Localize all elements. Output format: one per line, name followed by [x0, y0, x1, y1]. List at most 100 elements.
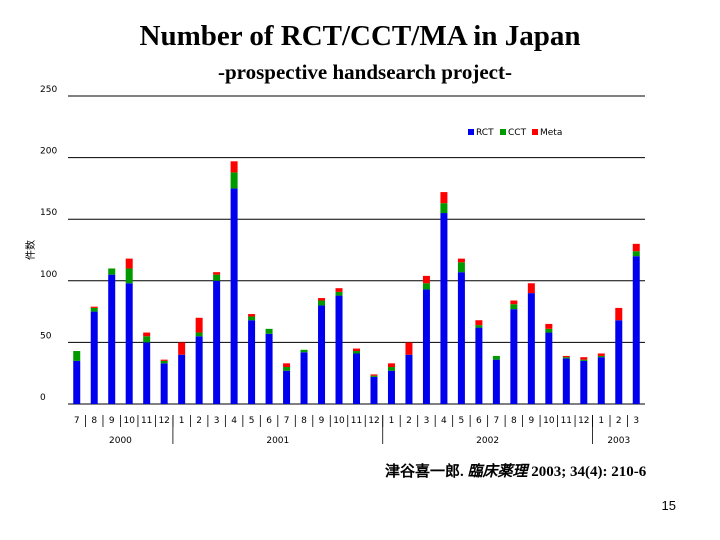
bar-segment-cct: [475, 325, 483, 328]
bar-segment-meta: [580, 357, 588, 360]
legend-label-meta: Meta: [540, 128, 562, 138]
bar-segment-cct: [108, 268, 116, 275]
x-axis-ticks: 7 8 9 10 11 12 1 2 3 4 5 6 7 8 9 10 11 12 1 2 3 4 5 6 7 8 9 10 11 12 1…: [74, 415, 639, 444]
legend-swatch-rct: [468, 129, 474, 135]
x-tick-label: 4: [231, 416, 237, 426]
bar-segment-cct: [353, 351, 360, 354]
year-labels: 2000 2001 2002 2003: [109, 436, 630, 446]
bar-segment-meta: [90, 306, 98, 308]
bar-segment-meta: [405, 342, 413, 355]
bar-segment-cct: [90, 307, 98, 312]
x-tick-label: 1: [389, 416, 395, 426]
bar-segment-rct: [265, 333, 273, 404]
bars: [73, 161, 640, 404]
bar-segment-meta: [318, 298, 326, 301]
bar-segment-rct: [527, 293, 535, 404]
bar-segment-meta: [195, 317, 203, 333]
bar-segment-cct: [160, 360, 168, 364]
bar-segment-cct: [248, 316, 256, 321]
bar-segment-meta: [422, 275, 430, 284]
x-tick-label: 5: [459, 416, 465, 426]
bar-segment-rct: [475, 327, 483, 404]
x-tick-label: 10: [123, 416, 135, 426]
citation: 津谷喜一郎. 臨床薬理 2003; 34(4): 210-6: [385, 460, 646, 481]
bar-segment-rct: [160, 363, 168, 404]
x-tick-label: 2: [196, 416, 202, 426]
bar-segment-cct: [265, 328, 273, 334]
bar-segment-rct: [580, 360, 588, 404]
x-tick-label: 7: [494, 416, 500, 426]
x-tick-label: 6: [266, 416, 272, 426]
bar-segment-rct: [213, 280, 221, 404]
bar-segment-meta: [527, 283, 535, 294]
x-tick-label: 9: [528, 416, 534, 426]
bar-segment-rct: [545, 332, 553, 404]
bar-segment-meta: [125, 258, 133, 269]
bar-segment-meta: [283, 363, 291, 368]
x-tick-label: 1: [598, 416, 604, 426]
year-label: 2000: [109, 436, 132, 446]
bar-segment-rct: [597, 357, 605, 404]
bar-segment-cct: [370, 375, 378, 377]
bar-segment-cct: [597, 355, 605, 358]
x-tick-label: 12: [578, 416, 589, 426]
page-title: Number of RCT/CCT/MA in Japan: [139, 20, 581, 52]
x-tick-label: 2: [616, 416, 622, 426]
legend-swatch-cct: [500, 129, 506, 135]
y-tick-label: 200: [40, 147, 57, 157]
x-tick-label: 11: [141, 416, 152, 426]
x-tick-label: 8: [301, 416, 307, 426]
bar-segment-cct: [632, 251, 640, 257]
bar-segment-rct: [108, 274, 116, 404]
y-tick-label: 50: [40, 331, 52, 341]
y-axis-ticks: 0 50 100 150 200 250: [40, 85, 57, 403]
legend-label-cct: CCT: [508, 128, 527, 138]
citation-journal: 臨床薬理: [467, 464, 528, 480]
x-tick-label: 3: [633, 416, 639, 426]
year-label: 2003: [607, 436, 630, 446]
bar-segment-cct: [545, 328, 553, 333]
bar-segment-meta: [370, 374, 378, 376]
citation-author: 津谷喜一郎.: [385, 464, 464, 480]
x-tick-label: 3: [424, 416, 430, 426]
bar-segment-meta: [160, 359, 168, 361]
bar-segment-meta: [387, 363, 395, 368]
bar-segment-rct: [125, 283, 133, 404]
bar-segment-rct: [370, 376, 378, 404]
bar-segment-rct: [510, 309, 518, 404]
x-tick-label: 7: [284, 416, 290, 426]
x-tick-label: 11: [351, 416, 362, 426]
bar-segment-rct: [615, 320, 623, 404]
bar-segment-meta: [248, 314, 256, 317]
bar-segment-rct: [248, 320, 256, 404]
x-tick-label: 12: [158, 416, 169, 426]
bar-segment-meta: [440, 192, 448, 204]
bar-segment-rct: [230, 188, 238, 404]
bar-segment-cct: [318, 300, 326, 306]
x-tick-label: 8: [511, 416, 517, 426]
bar-segment-meta: [597, 353, 605, 356]
y-tick-label: 150: [40, 208, 57, 218]
bar-segment-meta: [457, 258, 465, 263]
y-tick-label: 250: [40, 85, 57, 95]
x-tick-label: 8: [91, 416, 97, 426]
bar-segment-meta: [178, 342, 186, 355]
x-tick-label: 11: [561, 416, 572, 426]
bar-segment-cct: [457, 262, 465, 273]
bar-segment-rct: [562, 358, 570, 404]
y-tick-label: 0: [40, 393, 46, 403]
bar-segment-cct: [335, 291, 343, 296]
bar-segment-rct: [457, 272, 465, 404]
x-tick-label: 7: [74, 416, 80, 426]
legend-swatch-meta: [532, 129, 538, 135]
bar-segment-cct: [492, 355, 500, 360]
x-tick-label: 10: [543, 416, 555, 426]
bar-segment-meta: [510, 300, 518, 305]
bar-segment-cct: [562, 357, 570, 359]
bar-segment-rct: [492, 359, 500, 404]
bar-segment-rct: [353, 353, 360, 404]
bar-segment-rct: [300, 352, 308, 404]
bar-segment-meta: [353, 348, 360, 352]
bar-segment-meta: [230, 161, 238, 173]
bar-segment-cct: [143, 336, 151, 343]
